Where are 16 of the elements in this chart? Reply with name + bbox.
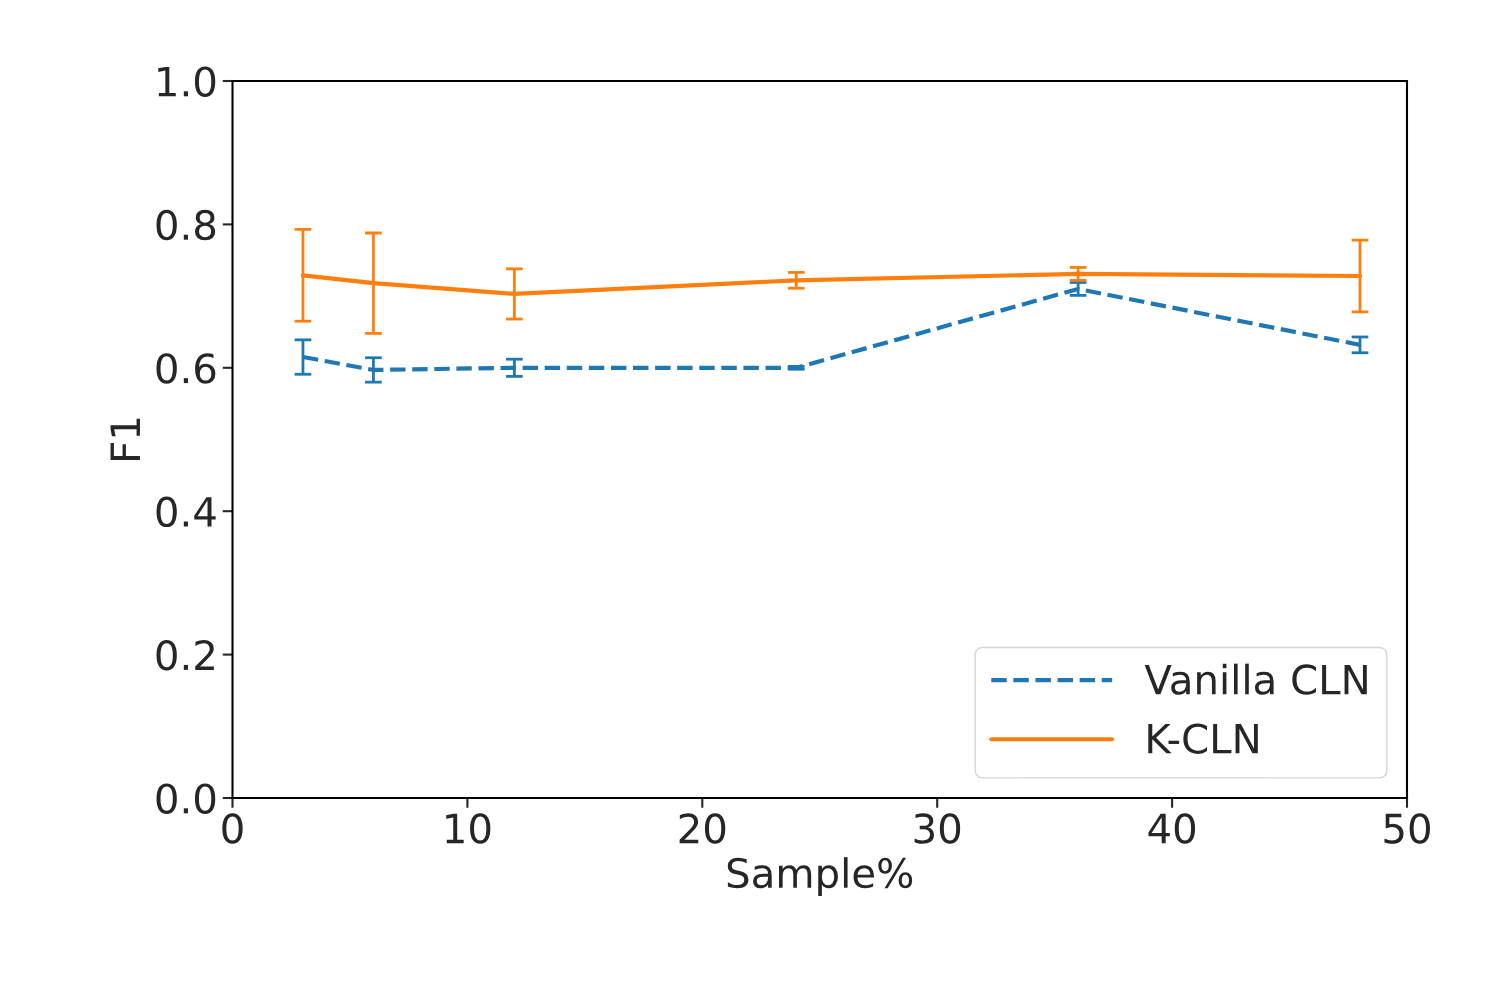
x-axis-title: Sample%	[727, 857, 913, 897]
y-axis-title: F1	[110, 418, 140, 460]
x-tick-label: 10	[446, 813, 491, 844]
y-tick-label: 0.4	[156, 496, 216, 528]
y-tick-label: 1.0	[158, 66, 216, 97]
legend-label: Vanilla CLN	[1144, 663, 1367, 695]
y-tick-label: 0.2	[156, 640, 214, 671]
x-tick-label: 30	[914, 813, 961, 844]
y-tick-label: 0.8	[156, 209, 216, 241]
x-tick-label: 40	[1148, 813, 1196, 844]
y-tick-label: 0.0	[156, 783, 216, 814]
x-tick-label: 50	[1384, 813, 1430, 844]
legend-label: K-CLN	[1148, 723, 1258, 754]
x-tick-label: 20	[679, 813, 726, 844]
y-tick-label: 0.6	[156, 353, 216, 384]
x-tick-label: 0	[222, 813, 243, 844]
